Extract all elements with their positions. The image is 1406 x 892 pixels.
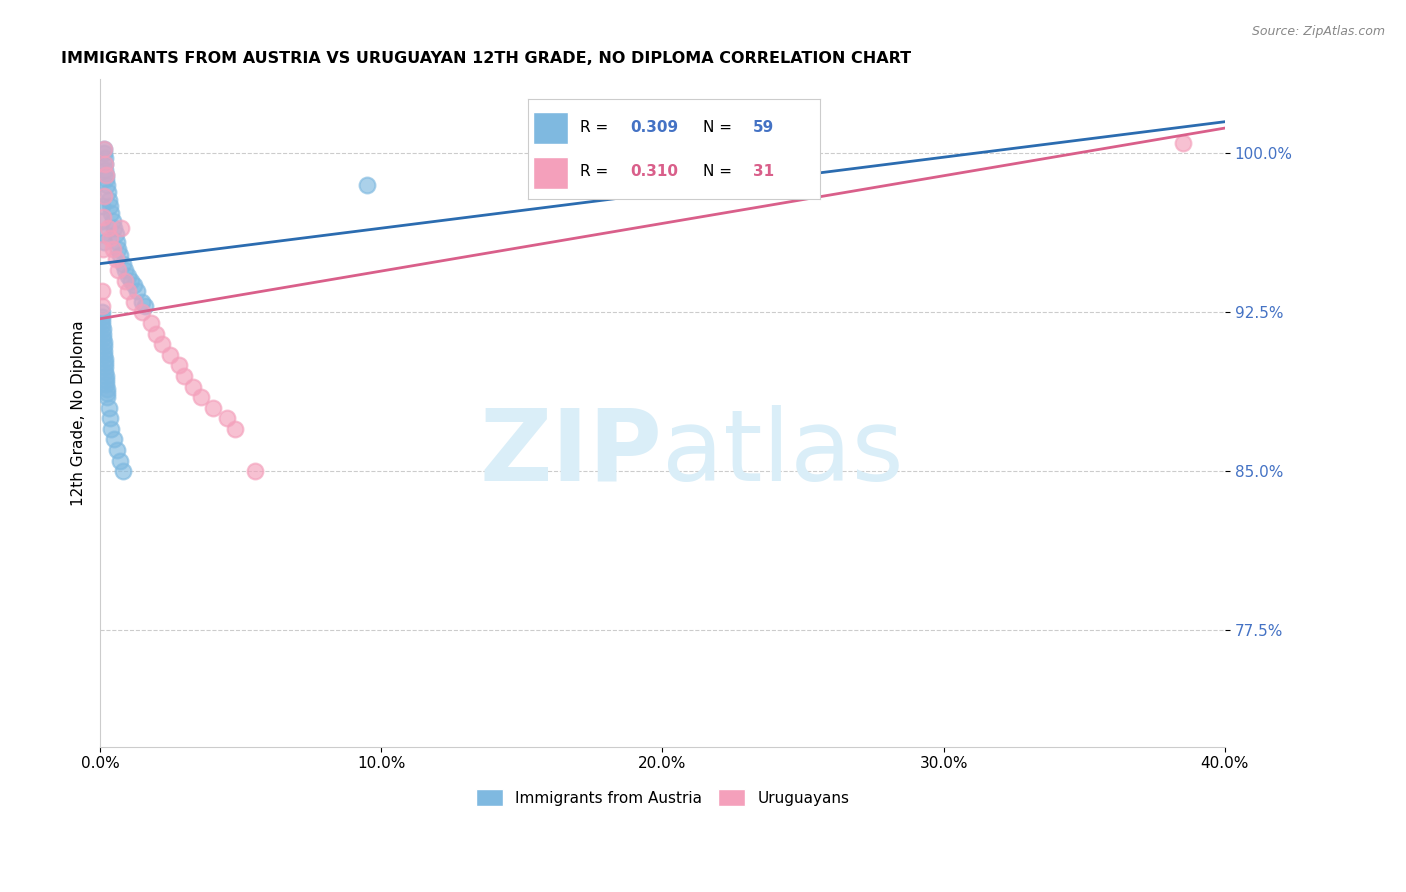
Point bbox=[111, 464, 134, 478]
Point bbox=[98, 199, 121, 213]
Point bbox=[90, 310, 112, 324]
Point bbox=[114, 263, 136, 277]
Point bbox=[139, 316, 162, 330]
Point bbox=[107, 263, 129, 277]
Point bbox=[97, 220, 120, 235]
Point bbox=[101, 242, 124, 256]
Point bbox=[117, 284, 139, 298]
Point bbox=[96, 377, 118, 392]
Point bbox=[120, 274, 142, 288]
Point bbox=[94, 168, 117, 182]
Point bbox=[91, 322, 114, 336]
Point bbox=[96, 390, 118, 404]
Point bbox=[100, 206, 122, 220]
Point bbox=[150, 337, 173, 351]
Point bbox=[91, 326, 114, 341]
Point bbox=[181, 379, 204, 393]
Point bbox=[94, 163, 117, 178]
Point bbox=[97, 185, 120, 199]
Point bbox=[122, 277, 145, 292]
Y-axis label: 12th Grade, No Diploma: 12th Grade, No Diploma bbox=[72, 320, 86, 506]
Text: IMMIGRANTS FROM AUSTRIA VS URUGUAYAN 12TH GRADE, NO DIPLOMA CORRELATION CHART: IMMIGRANTS FROM AUSTRIA VS URUGUAYAN 12T… bbox=[60, 51, 911, 66]
Point bbox=[111, 257, 134, 271]
Point bbox=[131, 305, 153, 319]
Point bbox=[91, 210, 114, 224]
Point bbox=[104, 227, 127, 241]
Point bbox=[94, 368, 117, 383]
Point bbox=[90, 299, 112, 313]
Point bbox=[91, 331, 114, 345]
Point bbox=[110, 220, 132, 235]
Point bbox=[107, 242, 129, 256]
Point bbox=[93, 142, 115, 156]
Point bbox=[94, 356, 117, 370]
Point bbox=[101, 214, 124, 228]
Point bbox=[125, 284, 148, 298]
Point bbox=[1171, 136, 1194, 150]
Point bbox=[173, 368, 195, 383]
Point bbox=[215, 411, 238, 425]
Point bbox=[103, 433, 125, 447]
Point bbox=[91, 318, 114, 332]
Point bbox=[93, 351, 115, 366]
Point bbox=[93, 339, 115, 353]
Point bbox=[117, 269, 139, 284]
Point bbox=[94, 373, 117, 387]
Point bbox=[105, 235, 128, 250]
Point bbox=[91, 242, 114, 256]
Point bbox=[100, 422, 122, 436]
Point bbox=[96, 385, 118, 400]
Point bbox=[90, 305, 112, 319]
Point bbox=[105, 443, 128, 458]
Point bbox=[93, 146, 115, 161]
Point bbox=[91, 227, 114, 241]
Point bbox=[91, 214, 114, 228]
Point bbox=[134, 299, 156, 313]
Point bbox=[91, 314, 114, 328]
Point bbox=[104, 252, 127, 267]
Point bbox=[201, 401, 224, 415]
Point bbox=[93, 142, 115, 156]
Point bbox=[94, 365, 117, 379]
Point bbox=[167, 359, 190, 373]
Point bbox=[93, 151, 115, 165]
Point bbox=[190, 390, 212, 404]
Point bbox=[145, 326, 167, 341]
Point bbox=[91, 284, 114, 298]
Point bbox=[96, 172, 118, 186]
Point bbox=[93, 334, 115, 349]
Point bbox=[94, 157, 117, 171]
Point bbox=[93, 189, 115, 203]
Point bbox=[90, 199, 112, 213]
Text: atlas: atlas bbox=[662, 405, 904, 501]
Point bbox=[93, 235, 115, 250]
Point bbox=[108, 248, 131, 262]
Point bbox=[103, 220, 125, 235]
Point bbox=[98, 411, 121, 425]
Point bbox=[114, 274, 136, 288]
Point bbox=[356, 178, 378, 193]
Point bbox=[98, 231, 121, 245]
Point bbox=[131, 294, 153, 309]
Point bbox=[159, 348, 181, 362]
Point bbox=[97, 193, 120, 207]
Text: Source: ZipAtlas.com: Source: ZipAtlas.com bbox=[1251, 25, 1385, 38]
Point bbox=[97, 401, 120, 415]
Point bbox=[94, 157, 117, 171]
Point bbox=[94, 360, 117, 375]
Point bbox=[122, 294, 145, 309]
Text: ZIP: ZIP bbox=[479, 405, 662, 501]
Point bbox=[243, 464, 266, 478]
Legend: Immigrants from Austria, Uruguayans: Immigrants from Austria, Uruguayans bbox=[470, 782, 855, 813]
Point bbox=[93, 343, 115, 358]
Point bbox=[108, 453, 131, 467]
Point bbox=[96, 382, 118, 396]
Point bbox=[224, 422, 246, 436]
Point bbox=[96, 168, 118, 182]
Point bbox=[93, 348, 115, 362]
Point bbox=[96, 178, 118, 193]
